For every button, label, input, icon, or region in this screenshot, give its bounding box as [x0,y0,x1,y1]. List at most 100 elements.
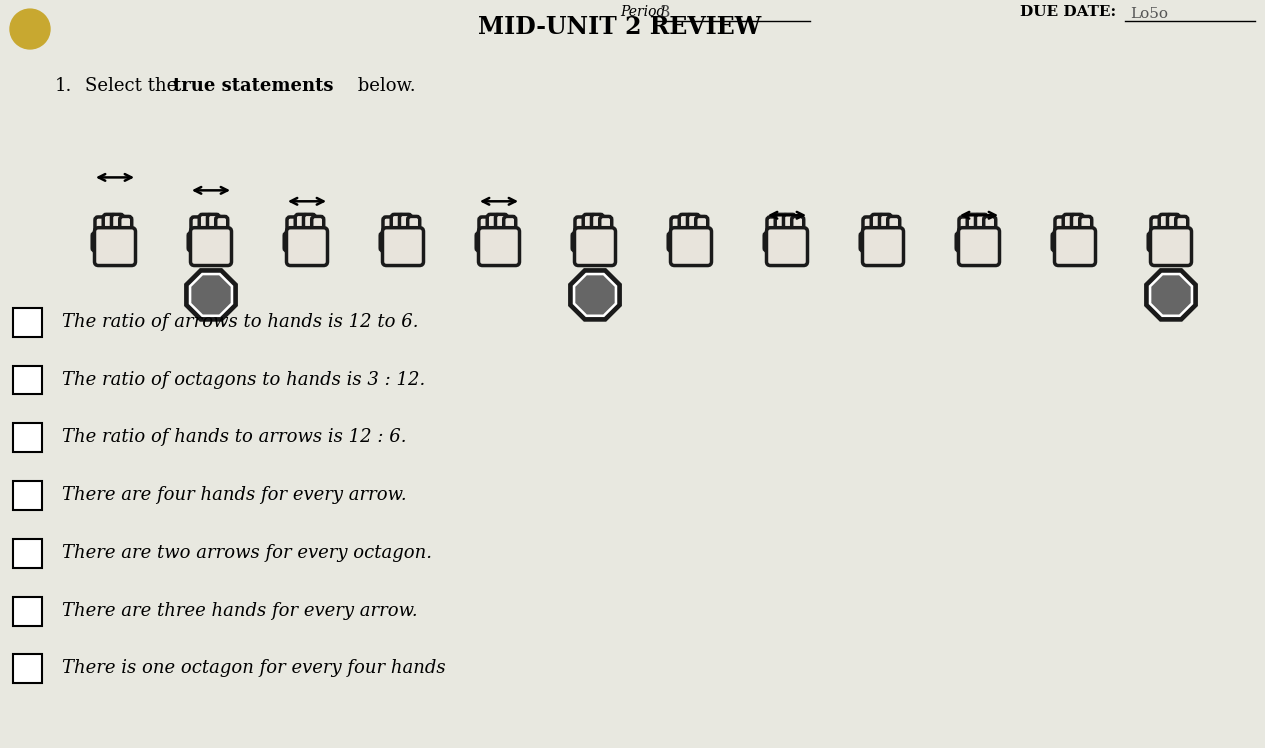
FancyBboxPatch shape [207,215,219,238]
FancyBboxPatch shape [311,216,324,238]
FancyBboxPatch shape [1055,217,1066,238]
FancyBboxPatch shape [1151,217,1163,238]
FancyBboxPatch shape [191,227,231,266]
FancyBboxPatch shape [592,215,603,238]
FancyBboxPatch shape [191,217,202,238]
Polygon shape [569,269,621,321]
FancyBboxPatch shape [286,227,328,266]
FancyBboxPatch shape [1150,227,1192,266]
FancyBboxPatch shape [13,366,42,394]
FancyBboxPatch shape [13,423,42,453]
FancyBboxPatch shape [13,539,42,568]
FancyBboxPatch shape [767,227,807,266]
Text: Select the: Select the [85,77,183,95]
FancyBboxPatch shape [959,227,999,266]
FancyBboxPatch shape [860,233,873,251]
FancyBboxPatch shape [400,215,411,238]
Polygon shape [188,273,233,317]
FancyBboxPatch shape [95,227,135,266]
FancyBboxPatch shape [583,215,596,238]
FancyBboxPatch shape [600,216,612,238]
FancyBboxPatch shape [216,216,228,238]
FancyBboxPatch shape [382,227,424,266]
FancyBboxPatch shape [767,217,779,238]
FancyBboxPatch shape [872,215,883,238]
FancyBboxPatch shape [670,227,711,266]
FancyBboxPatch shape [956,233,969,251]
FancyBboxPatch shape [783,215,796,238]
Text: 3: 3 [660,4,670,21]
FancyBboxPatch shape [13,597,42,625]
FancyBboxPatch shape [764,233,777,251]
Text: There are four hands for every arrow.: There are four hands for every arrow. [62,486,406,504]
FancyBboxPatch shape [383,217,395,238]
FancyBboxPatch shape [863,227,903,266]
FancyBboxPatch shape [120,216,132,238]
Text: There are three hands for every arrow.: There are three hands for every arrow. [62,601,417,619]
FancyBboxPatch shape [1159,215,1171,238]
FancyBboxPatch shape [975,215,988,238]
FancyBboxPatch shape [1149,233,1161,251]
FancyBboxPatch shape [679,215,691,238]
Text: There are two arrows for every octagon.: There are two arrows for every octagon. [62,544,433,562]
Text: The ratio of arrows to hands is 12 to 6.: The ratio of arrows to hands is 12 to 6. [62,313,419,331]
FancyBboxPatch shape [574,227,616,266]
FancyBboxPatch shape [696,216,707,238]
Circle shape [10,9,51,49]
FancyBboxPatch shape [1071,215,1084,238]
FancyBboxPatch shape [775,215,787,238]
Text: There is one octagon for every four hands: There is one octagon for every four hand… [62,659,445,678]
FancyBboxPatch shape [670,217,683,238]
FancyBboxPatch shape [496,215,507,238]
FancyBboxPatch shape [668,233,681,251]
FancyBboxPatch shape [1055,227,1095,266]
FancyBboxPatch shape [13,308,42,337]
Text: MID-UNIT 2 REVIEW: MID-UNIT 2 REVIEW [478,15,762,39]
FancyBboxPatch shape [1063,215,1075,238]
Text: Period: Period [620,5,665,19]
Text: Lo5o: Lo5o [1130,7,1168,21]
FancyBboxPatch shape [188,233,201,251]
FancyBboxPatch shape [479,217,491,238]
FancyBboxPatch shape [1175,216,1188,238]
FancyBboxPatch shape [959,217,972,238]
FancyBboxPatch shape [478,227,520,266]
Text: below.: below. [352,77,416,95]
FancyBboxPatch shape [879,215,892,238]
Text: DUE DATE:: DUE DATE: [1020,5,1116,19]
Polygon shape [191,275,230,314]
FancyBboxPatch shape [576,217,587,238]
FancyBboxPatch shape [92,233,105,251]
FancyBboxPatch shape [287,217,299,238]
FancyBboxPatch shape [888,216,899,238]
FancyBboxPatch shape [1052,233,1065,251]
FancyBboxPatch shape [407,216,420,238]
Text: The ratio of octagons to hands is 3 : 12.: The ratio of octagons to hands is 3 : 12… [62,370,425,388]
Polygon shape [185,269,237,321]
Text: The ratio of hands to arrows is 12 : 6.: The ratio of hands to arrows is 12 : 6. [62,429,406,447]
FancyBboxPatch shape [487,215,500,238]
Polygon shape [1151,275,1190,314]
FancyBboxPatch shape [503,216,516,238]
FancyBboxPatch shape [295,215,307,238]
Polygon shape [1145,269,1197,321]
FancyBboxPatch shape [1168,215,1179,238]
FancyBboxPatch shape [13,481,42,510]
FancyBboxPatch shape [968,215,979,238]
FancyBboxPatch shape [304,215,315,238]
Polygon shape [1149,273,1193,317]
FancyBboxPatch shape [1080,216,1092,238]
Polygon shape [576,275,615,314]
Text: 1.: 1. [54,77,72,95]
FancyBboxPatch shape [95,217,108,238]
FancyBboxPatch shape [792,216,803,238]
FancyBboxPatch shape [984,216,996,238]
FancyBboxPatch shape [572,233,584,251]
Text: true statements: true statements [173,77,334,95]
FancyBboxPatch shape [285,233,297,251]
FancyBboxPatch shape [391,215,404,238]
FancyBboxPatch shape [381,233,393,251]
FancyBboxPatch shape [13,654,42,683]
Polygon shape [573,273,617,317]
FancyBboxPatch shape [111,215,124,238]
